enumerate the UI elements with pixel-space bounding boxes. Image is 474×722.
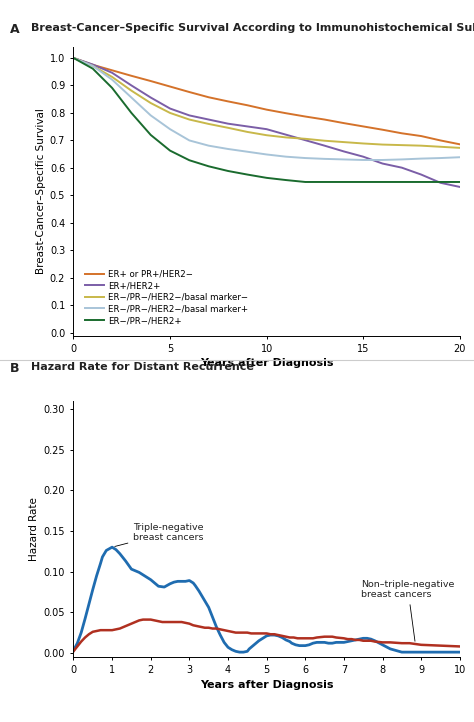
Text: B: B	[9, 362, 19, 375]
Y-axis label: Hazard Rate: Hazard Rate	[29, 497, 39, 561]
X-axis label: Years after Diagnosis: Years after Diagnosis	[200, 358, 333, 368]
Text: Breast-Cancer–Specific Survival According to Immunohistochemical Subtype: Breast-Cancer–Specific Survival Accordin…	[31, 23, 474, 33]
Text: A: A	[9, 23, 19, 36]
Text: Non–triple-negative
breast cancers: Non–triple-negative breast cancers	[361, 580, 455, 641]
X-axis label: Years after Diagnosis: Years after Diagnosis	[200, 679, 333, 690]
Legend: ER+ or PR+/HER2−, ER+/HER2+, ER−/PR−/HER2−/basal marker−, ER−/PR−/HER2−/basal ma: ER+ or PR+/HER2−, ER+/HER2+, ER−/PR−/HER…	[82, 266, 252, 329]
Y-axis label: Breast-Cancer–Specific Survival: Breast-Cancer–Specific Survival	[36, 108, 46, 274]
Text: Triple-negative
breast cancers: Triple-negative breast cancers	[115, 523, 204, 547]
Text: Hazard Rate for Distant Recurrence: Hazard Rate for Distant Recurrence	[31, 362, 254, 372]
